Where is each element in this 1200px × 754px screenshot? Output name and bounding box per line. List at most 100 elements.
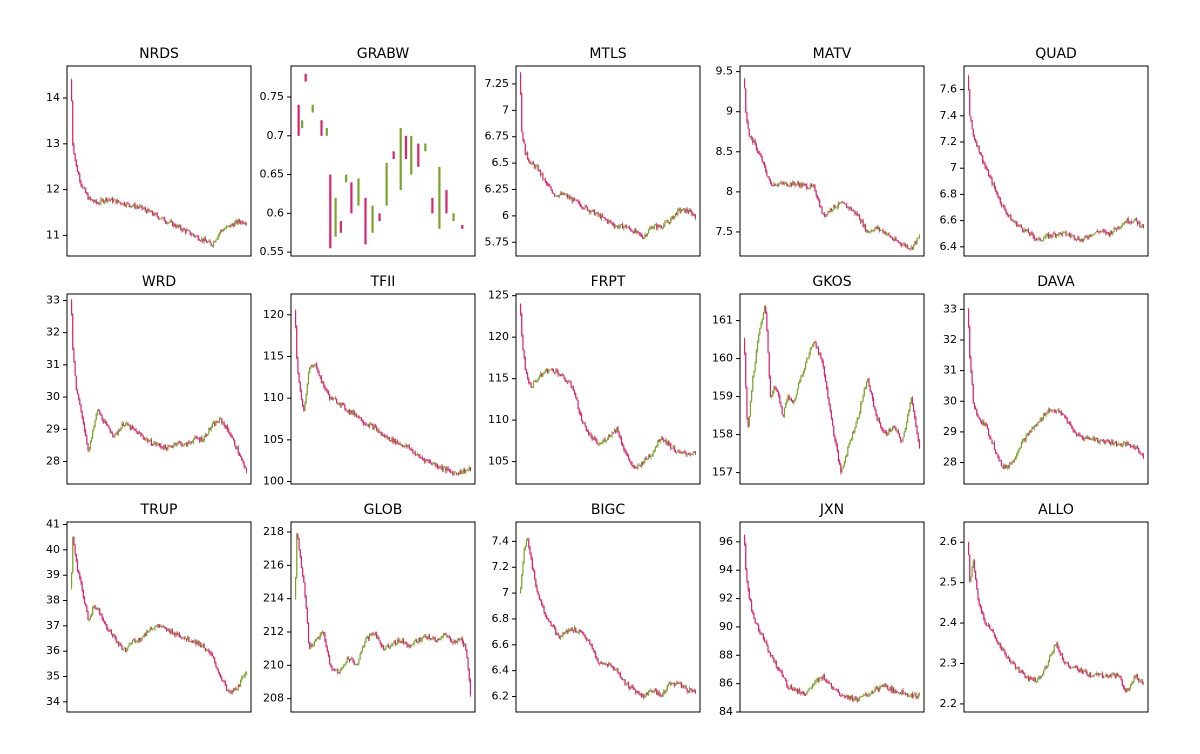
candle <box>753 370 755 377</box>
candle <box>1051 236 1053 237</box>
candle <box>597 443 599 445</box>
candle <box>617 225 619 229</box>
candle <box>544 371 546 373</box>
candle <box>1033 677 1035 681</box>
candle <box>531 162 533 164</box>
candle <box>404 135 408 160</box>
candle <box>1085 436 1087 438</box>
candle <box>303 406 305 411</box>
candle <box>841 202 843 204</box>
candle <box>151 628 154 630</box>
candle <box>1016 453 1018 458</box>
candle <box>754 618 756 623</box>
candle <box>114 199 116 201</box>
candle <box>769 179 771 184</box>
candle <box>828 398 830 406</box>
candle <box>72 101 74 146</box>
candle <box>636 467 638 469</box>
candle <box>660 695 662 697</box>
candle <box>523 349 525 358</box>
candle <box>311 104 314 113</box>
candle <box>182 228 184 231</box>
candle <box>382 434 385 436</box>
candle <box>394 640 396 645</box>
candle <box>205 434 208 436</box>
y-tick-label: 105 <box>488 455 509 468</box>
candle <box>863 694 865 696</box>
candle <box>1036 239 1038 240</box>
candle <box>1108 674 1110 678</box>
candle <box>585 637 587 641</box>
candle <box>649 691 651 693</box>
y-tick-label: 159 <box>712 390 733 403</box>
candle <box>182 637 184 639</box>
candle <box>359 654 361 660</box>
candle <box>753 140 755 143</box>
candle <box>1138 448 1140 452</box>
candle <box>815 191 817 196</box>
candle <box>195 235 197 237</box>
candle <box>1040 676 1042 678</box>
candle <box>992 442 994 444</box>
candle <box>826 381 828 389</box>
candle <box>1048 409 1051 411</box>
candle <box>835 689 837 691</box>
candle <box>154 442 156 444</box>
candle <box>809 687 811 689</box>
candle <box>990 628 992 630</box>
candle <box>1055 234 1058 237</box>
y-tick-label: 28 <box>943 456 957 469</box>
candle <box>100 414 102 416</box>
candle <box>820 353 822 358</box>
candle <box>691 689 693 692</box>
candle <box>1037 238 1039 240</box>
candle <box>157 625 160 626</box>
candle <box>73 145 75 154</box>
candle <box>545 614 547 618</box>
candle <box>523 140 525 144</box>
panel-title: QUAD <box>1035 46 1077 62</box>
candle <box>755 350 757 363</box>
candle <box>1039 237 1041 241</box>
candle <box>1099 673 1101 676</box>
candle <box>688 453 691 455</box>
candle <box>561 193 563 195</box>
candle <box>973 402 976 408</box>
candle <box>227 690 229 691</box>
candle <box>632 465 634 466</box>
candle <box>823 213 825 217</box>
y-tick-label: 32 <box>46 326 60 339</box>
plot-frame <box>515 521 701 713</box>
candle <box>858 412 861 418</box>
candle <box>207 241 209 243</box>
candle <box>613 429 616 433</box>
candle <box>562 374 564 376</box>
candle <box>525 540 528 547</box>
candle <box>759 630 761 633</box>
y-tick-label: 2.3 <box>940 656 958 669</box>
candle <box>595 213 597 216</box>
candle <box>1072 667 1074 669</box>
candle <box>300 390 303 400</box>
candle <box>386 435 388 439</box>
candle <box>760 155 762 158</box>
candle <box>612 223 614 226</box>
candle <box>381 434 384 436</box>
candle <box>75 159 77 166</box>
candle <box>819 353 821 355</box>
candle <box>309 642 311 648</box>
candle <box>1038 237 1040 239</box>
candle <box>644 457 646 462</box>
candle <box>90 437 93 442</box>
candle <box>858 214 861 220</box>
candle <box>685 209 687 213</box>
candle <box>638 231 640 234</box>
y-tick-label: 7.5 <box>716 225 734 238</box>
candle <box>299 382 301 391</box>
candle <box>347 410 349 412</box>
y-tick-label: 39 <box>46 568 60 581</box>
candle <box>781 406 783 415</box>
candle <box>820 677 822 679</box>
